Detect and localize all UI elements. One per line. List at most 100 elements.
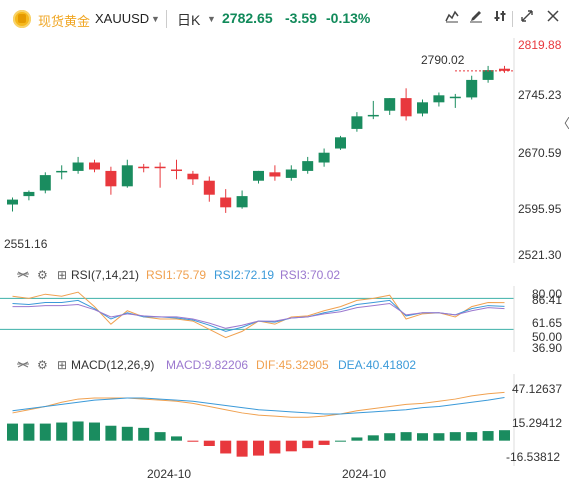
candle-body (138, 166, 150, 169)
macd-bar (335, 440, 346, 442)
candlestick-chart[interactable] (0, 38, 569, 263)
macd-bar (285, 440, 297, 452)
macd-bar (171, 436, 182, 441)
chevron-down-icon[interactable]: ▼ (151, 14, 160, 24)
close-icon[interactable] (543, 9, 563, 29)
candle-body (367, 114, 379, 117)
rsi1-value: RSI1:75.79 (146, 268, 207, 282)
candle-body (187, 173, 199, 180)
candle-body (39, 175, 51, 191)
candle-body (121, 165, 133, 187)
candle-body (449, 96, 461, 99)
rsi1-line (12, 291, 505, 339)
macd-bar (400, 432, 412, 441)
low-price-label: 2551.16 (4, 237, 48, 251)
candle-body (253, 170, 264, 181)
eye-icon[interactable] (16, 268, 30, 283)
rsi3-line (12, 302, 505, 329)
gold-coin-icon (13, 10, 31, 28)
macd-bar (269, 440, 281, 454)
rsi-axis-label: 86.41 (532, 293, 563, 307)
macd-header: ⚙ ⊞ MACD(12,26,9) MACD:9.82206 DIF:45.32… (0, 358, 569, 376)
macd-bar (367, 435, 379, 441)
rsi-axis-label: 61.65 (532, 316, 563, 330)
macd-bar (89, 422, 100, 441)
last-price: 2782.65 (222, 10, 273, 26)
pen-icon[interactable] (466, 9, 486, 29)
rsi-axis-label: 36.90 (532, 341, 563, 355)
macd-bar (121, 426, 133, 441)
candle-body (466, 79, 478, 98)
symbol-code[interactable]: XAUUSD (95, 11, 150, 26)
plus-box-icon[interactable]: ⊞ (57, 268, 68, 282)
candle-body (318, 152, 330, 163)
candle-body (285, 169, 297, 178)
x-axis-label: 2024-10 (342, 467, 387, 481)
macd-title: MACD(12,26,9) (71, 358, 155, 372)
dea-value: DEA:40.41802 (338, 358, 417, 372)
dea-line (12, 397, 505, 415)
candle-body (171, 169, 182, 172)
macd-bar (433, 433, 445, 441)
chevron-down-icon[interactable]: ▼ (207, 14, 216, 24)
macd-axis-label: 47.12637 (512, 382, 563, 396)
macd-bar (154, 432, 166, 441)
macd-bar (39, 423, 51, 441)
candle-body (482, 70, 494, 80)
indicator-icon[interactable] (442, 9, 462, 29)
candle-body (23, 191, 35, 197)
gear-icon[interactable]: ⚙ (37, 358, 48, 372)
macd-bar (56, 422, 68, 441)
rsi-axis-label: 80.00 (532, 287, 563, 301)
candle-body (72, 162, 84, 171)
rsi2-line (12, 299, 505, 332)
macd-axis-label: 15.29412 (512, 416, 563, 430)
macd-bar (417, 433, 428, 441)
candle-body (351, 116, 363, 129)
macd-bar (203, 440, 215, 446)
macd-chart (7, 374, 515, 466)
period-selector[interactable]: 日K (177, 12, 201, 28)
candle-body (302, 161, 314, 171)
macd-bar (236, 440, 248, 457)
symbol-name[interactable]: 现货黄金 (38, 14, 91, 29)
macd-bar (23, 423, 35, 441)
candle-body (400, 98, 412, 117)
candle-body (269, 172, 281, 177)
candle-body (433, 95, 445, 103)
price-axis-label: 2745.23 (518, 88, 562, 102)
gear-icon[interactable]: ⚙ (37, 268, 48, 282)
macd-bar (384, 433, 396, 441)
candle-body (105, 170, 117, 187)
price-axis-label: 2819.88 (518, 38, 562, 52)
macd-bar (253, 440, 264, 456)
macd-bar (351, 437, 363, 441)
expand-icon[interactable] (517, 9, 537, 29)
rsi3-value: RSI3:70.02 (280, 268, 341, 282)
macd-bar (7, 423, 18, 441)
candle-body (499, 68, 510, 71)
rsi2-value: RSI2:72.19 (214, 268, 275, 282)
plus-box-icon[interactable]: ⊞ (57, 358, 68, 372)
candle-body (203, 180, 215, 195)
candle-body (335, 137, 346, 149)
candle-body (417, 102, 428, 114)
macd-bar (302, 440, 314, 449)
macd-bar (318, 440, 330, 445)
price-change-percent: -0.13% (326, 10, 371, 26)
rsi-chart (0, 286, 515, 352)
macd-bar (105, 425, 117, 441)
settings-icon[interactable] (490, 9, 510, 29)
eye-icon[interactable] (16, 358, 30, 373)
macd-bar (220, 440, 232, 454)
candle-body (220, 197, 232, 208)
dif-value: DIF:45.32905 (256, 358, 329, 372)
candle-body (236, 196, 248, 208)
chevron-left-icon[interactable]: 〈 (557, 116, 569, 131)
macd-value: MACD:9.82206 (166, 358, 249, 372)
candle-body (154, 166, 166, 169)
candle-body (7, 199, 18, 205)
macd-bar (449, 432, 461, 441)
high-price-label: 2790.02 (421, 53, 465, 67)
toolbar: 现货黄金 XAUUSD ▼ 日K ▼ 2782.65 -3.59 -0.13% (0, 0, 569, 38)
